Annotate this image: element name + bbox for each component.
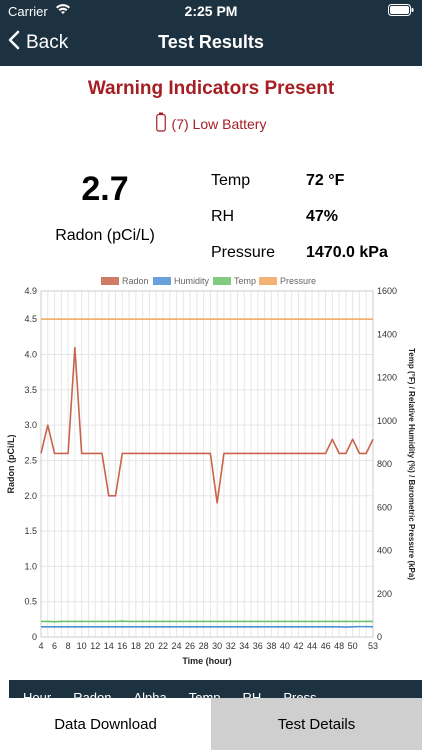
col-alpha: Alpha <box>133 690 167 700</box>
legend-swatch <box>213 277 231 285</box>
x-tick-label: 28 <box>199 641 209 651</box>
back-label: Back <box>26 32 69 53</box>
y2-tick-label: 1200 <box>377 373 397 383</box>
y-axis-title: Radon (pCi/L) <box>6 435 16 494</box>
y2-tick-label: 800 <box>377 459 392 469</box>
plot-area <box>40 290 374 638</box>
col-radon: Radon <box>73 690 112 700</box>
y-tick-label: 2.0 <box>24 491 37 501</box>
col-temp: Temp <box>188 690 221 700</box>
legend-label: Pressure <box>280 276 316 286</box>
x-tick-label: 20 <box>144 641 154 651</box>
y-tick-label: 3.0 <box>24 420 37 430</box>
metric-temp-label: Temp <box>211 172 251 189</box>
x-tick-label: 34 <box>239 641 249 651</box>
radon-value: 2.7 <box>81 170 129 208</box>
metrics-panel: Temp 72 °F RH 47% Pressure 1470.0 kPa <box>211 163 388 271</box>
table-header: Hour Radon Alpha Temp RH Press <box>9 680 422 700</box>
y-tick-label: 3.5 <box>24 385 37 395</box>
tab-test-details[interactable]: Test Details <box>211 698 422 750</box>
y2-tick-label: 1400 <box>377 329 397 339</box>
y2-tick-label: 600 <box>377 502 392 512</box>
y2-tick-label: 200 <box>377 589 392 599</box>
wifi-icon <box>55 3 71 18</box>
col-hour: Hour <box>23 690 52 700</box>
y-tick-label: 1.0 <box>24 561 37 571</box>
x-tick-label: 18 <box>131 641 141 651</box>
x-tick-label: 38 <box>266 641 276 651</box>
y-tick-label: 0 <box>32 632 37 642</box>
metric-pressure-value: 1470.0 kPa <box>306 244 388 261</box>
x-tick-label: 42 <box>293 641 303 651</box>
x-tick-label: 36 <box>253 641 263 651</box>
y-tick-label: 4.9 <box>24 286 37 296</box>
metric-rh: RH 47% <box>211 199 388 235</box>
metric-temp-value: 72 °F <box>306 172 345 189</box>
series-line-radon <box>40 346 374 504</box>
clock: 2:25 PM <box>184 3 238 19</box>
x-tick-label: 26 <box>185 641 195 651</box>
metric-rh-value: 47% <box>306 208 339 225</box>
x-tick-label: 30 <box>212 641 222 651</box>
legend-label: Temp <box>234 276 256 286</box>
warning-title: Warning Indicators Present <box>87 78 335 99</box>
y2-tick-label: 0 <box>377 632 382 642</box>
y-tick-label: 4.5 <box>24 314 37 324</box>
legend-label: Humidity <box>174 276 210 286</box>
warning-item-label: (7) Low Battery <box>171 115 267 132</box>
y-tick-label: 4.0 <box>24 350 37 360</box>
battery-warning-icon <box>155 112 166 135</box>
x-tick-label: 14 <box>104 641 114 651</box>
x-tick-label: 53 <box>368 641 378 651</box>
x-tick-label: 16 <box>117 641 127 651</box>
x-tick-label: 4 <box>38 641 43 651</box>
x-tick-label: 10 <box>77 641 87 651</box>
readings-chart: 0 0.5 1.0 1.5 2.0 2.5 3.0 3.5 4.0 4.5 4.9 0 200 400 60… <box>0 270 422 670</box>
metric-pressure: Pressure 1470.0 kPa <box>211 235 388 271</box>
back-button[interactable]: Back <box>8 30 68 56</box>
tab-data-download[interactable]: Data Download <box>0 698 211 750</box>
x-tick-label: 12 <box>90 641 100 651</box>
y2-axis-title: Temp (°F) / Relative Humidity (%) / Baro… <box>407 348 416 580</box>
status-bar: Carrier 2:25 PM <box>0 0 422 22</box>
col-rh: RH <box>242 690 262 700</box>
chevron-left-icon <box>8 30 20 56</box>
carrier-label: Carrier <box>8 4 48 19</box>
y-tick-label: 0.5 <box>24 597 37 607</box>
legend-swatch <box>153 277 171 285</box>
y-tick-label: 2.5 <box>24 455 37 465</box>
x-tick-label: 6 <box>52 641 57 651</box>
bottom-tabs: Data Download Test Details <box>0 698 422 750</box>
battery-icon <box>388 4 414 19</box>
y2-tick-label: 1600 <box>377 286 397 296</box>
metric-temp: Temp 72 °F <box>211 163 388 199</box>
x-tick-label: 48 <box>334 641 344 651</box>
legend-label: Radon <box>122 276 149 286</box>
x-tick-label: 40 <box>280 641 290 651</box>
warning-item: (7) Low Battery <box>0 112 422 135</box>
radon-label: Radon (pCi/L) <box>55 227 155 244</box>
y-tick-label: 1.5 <box>24 526 37 536</box>
x-tick-label: 46 <box>321 641 331 651</box>
x-tick-label: 44 <box>307 641 317 651</box>
col-press: Press <box>283 690 317 700</box>
y2-tick-label: 1000 <box>377 416 397 426</box>
metric-pressure-label: Pressure <box>211 244 276 261</box>
page-title: Test Results <box>158 32 264 52</box>
x-tick-label: 22 <box>158 641 168 651</box>
legend-swatch <box>259 277 277 285</box>
metric-rh-label: RH <box>211 208 235 225</box>
x-tick-label: 32 <box>226 641 236 651</box>
x-tick-label: 8 <box>66 641 71 651</box>
x-tick-label: 24 <box>172 641 182 651</box>
y2-tick-label: 400 <box>377 546 392 556</box>
nav-bar: Carrier 2:25 PM Back Test Results <box>0 0 422 66</box>
x-axis-title: Time (hour) <box>182 656 231 666</box>
legend-swatch <box>101 277 119 285</box>
x-tick-label: 50 <box>348 641 358 651</box>
chart-svg: 0 0.5 1.0 1.5 2.0 2.5 3.0 3.5 4.0 4.5 4.9 0 200 400 60… <box>6 276 416 666</box>
